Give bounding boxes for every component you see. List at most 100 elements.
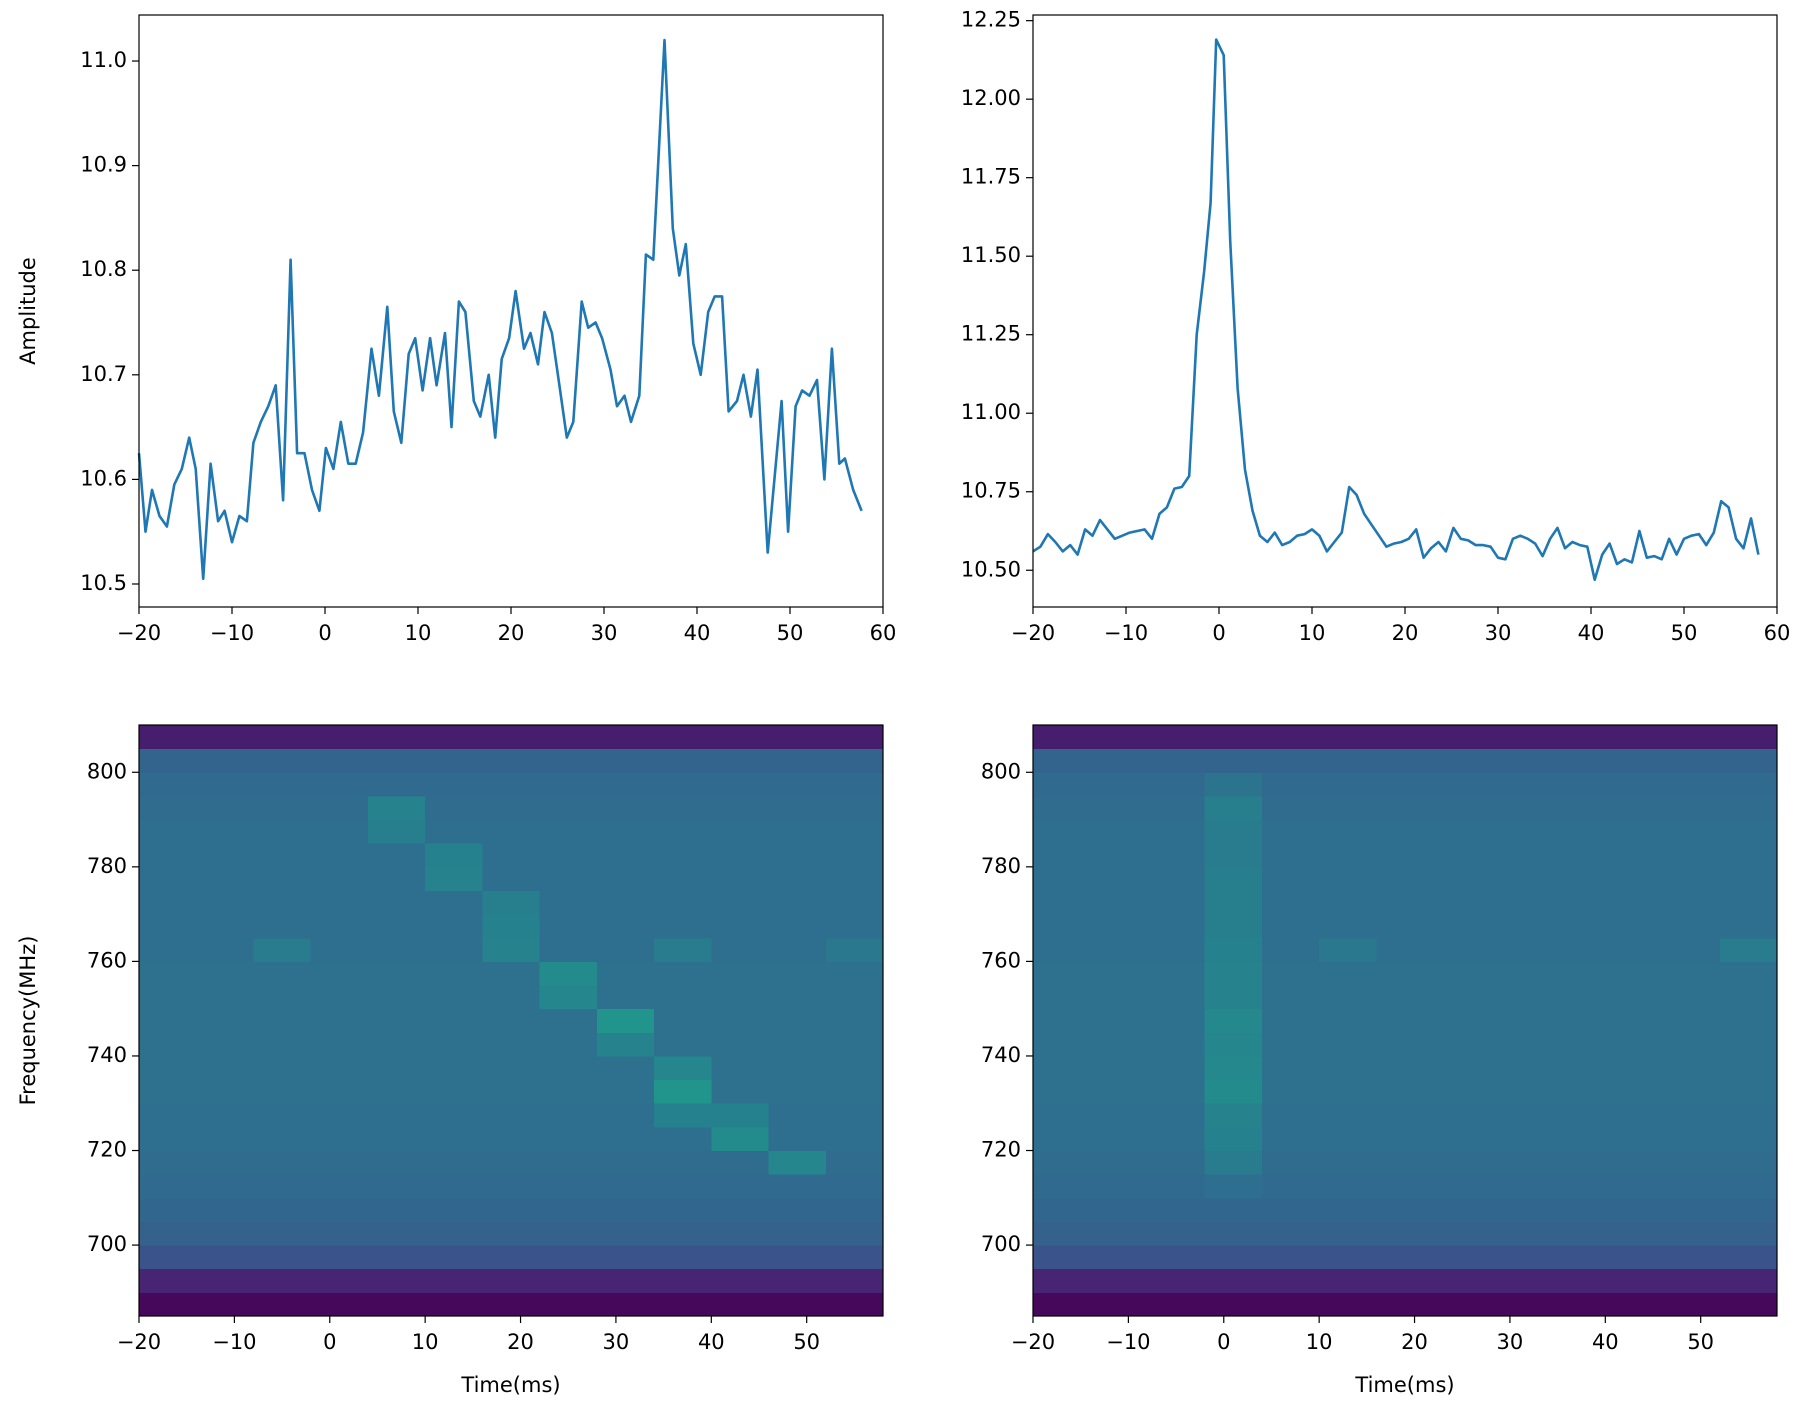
heatmap-cell (1605, 772, 1664, 797)
heatmap-cell (825, 1032, 884, 1057)
heatmap-cell (1147, 914, 1206, 939)
heatmap-cell (1147, 819, 1206, 844)
heatmap-cell (1090, 1245, 1148, 1270)
heatmap-cell (1433, 1221, 1492, 1246)
heatmap-cell (1548, 725, 1606, 750)
heatmap-cell (1376, 772, 1435, 797)
heatmap-cell (1433, 795, 1492, 821)
heatmap-cell (768, 748, 827, 773)
heatmap-cell (1719, 961, 1778, 986)
heatmap-cell (196, 1197, 254, 1222)
heatmap-cell (711, 725, 770, 750)
heatmap-cell (825, 890, 884, 915)
heatmap-cell (1261, 1079, 1320, 1104)
heatmap-cell (1261, 819, 1320, 844)
heatmap-cell (1090, 795, 1148, 821)
heatmap-cell (1605, 1150, 1664, 1175)
heatmap-cell (1147, 748, 1206, 773)
heatmap-cell (1319, 843, 1377, 868)
heatmap-cell (1433, 1032, 1492, 1057)
heatmap-cell (1376, 795, 1435, 821)
heatmap-cell (711, 1126, 770, 1152)
heatmap-cell (425, 890, 483, 915)
heatmap-cell (1033, 1221, 1091, 1246)
heatmap-cell (596, 914, 655, 939)
heatmap-cell (1376, 1174, 1435, 1199)
heatmap-cell (711, 1103, 770, 1128)
heatmap-cell (1433, 748, 1492, 773)
heatmap-cell (1204, 1268, 1263, 1293)
heatmap-cell (1719, 1245, 1778, 1270)
heatmap-cell (768, 937, 827, 962)
heatmap-cell (1376, 1292, 1435, 1317)
heatmap-cell (1433, 1079, 1492, 1104)
heatmap-cell (768, 725, 827, 750)
heatmap-cell (768, 1221, 827, 1246)
heatmap-cell (1033, 1174, 1091, 1199)
heatmap-cell (425, 725, 483, 750)
heatmap-cell (1376, 819, 1435, 844)
heatmap-cell (1090, 1174, 1148, 1199)
heatmap-cell (1204, 937, 1263, 962)
heatmap-cell (539, 1245, 598, 1270)
heatmap-cell (196, 961, 254, 986)
heatmap-cell (1376, 985, 1435, 1010)
heatmap-cell (1147, 1268, 1206, 1293)
heatmap-cell (596, 1008, 655, 1033)
heatmap-cell (1605, 866, 1664, 891)
heatmap-cell (1719, 772, 1778, 797)
heatmap-cell (654, 1197, 712, 1222)
heatmap-cell (1090, 1032, 1148, 1057)
heatmap-cell (1719, 1221, 1778, 1246)
heatmap-cell (253, 1268, 312, 1293)
heatmap-cell (1090, 937, 1148, 962)
heatmap-cell (768, 1150, 827, 1175)
x-tick-label: 30 (1497, 1330, 1524, 1354)
heatmap-cell (1090, 890, 1148, 915)
heatmap-cell (139, 985, 197, 1010)
heatmap-cell (310, 1032, 369, 1057)
heatmap-cell (1319, 1008, 1377, 1033)
heatmap-cell (539, 725, 598, 750)
heatmap-cell (654, 1221, 712, 1246)
heatmap-cell (1319, 1126, 1377, 1152)
heatmap-cell (1662, 890, 1721, 915)
heatmap-cell (196, 843, 254, 868)
heatmap-cell (1662, 937, 1721, 962)
heatmap-cell (1147, 1103, 1206, 1128)
heatmap-cell (1261, 843, 1320, 868)
x-tick-label: −10 (1104, 621, 1148, 645)
heatmap-cell (1662, 795, 1721, 821)
heatmap-cell (310, 1245, 369, 1270)
heatmap-cell (711, 795, 770, 821)
heatmap-cell (596, 866, 655, 891)
heatmap-cell (139, 1245, 197, 1270)
heatmap-cell (539, 1126, 598, 1152)
y-tick-label: 800 (87, 759, 127, 783)
heatmap-cell (1719, 1126, 1778, 1152)
heatmap-cell (1090, 1055, 1148, 1081)
heatmap-cell (196, 1245, 254, 1270)
heatmap-cell (367, 985, 426, 1010)
heatmap-cell (482, 1055, 541, 1081)
heatmap-cell (425, 1055, 483, 1081)
heatmap-cell (1090, 772, 1148, 797)
x-axis-label: Time(ms) (1354, 1373, 1454, 1397)
heatmap-cell (1319, 937, 1377, 962)
heatmap-cell (596, 1268, 655, 1293)
heatmap-cell (1090, 748, 1148, 773)
heatmap-cell (654, 985, 712, 1010)
heatmap-cell (482, 1221, 541, 1246)
heatmap-cell (482, 985, 541, 1010)
heatmap-cell (539, 961, 598, 986)
heatmap-cell (310, 1126, 369, 1152)
heatmap-cell (253, 890, 312, 915)
y-tick-label: 10.9 (80, 153, 127, 177)
heatmap-cell (1605, 1197, 1664, 1222)
y-tick-label: 11.75 (961, 165, 1021, 189)
heatmap-cell (482, 748, 541, 773)
heatmap-cell (1033, 843, 1091, 868)
heatmap-cell (482, 866, 541, 891)
heatmap-cell (1204, 725, 1263, 750)
heatmap-cell (1090, 1292, 1148, 1317)
